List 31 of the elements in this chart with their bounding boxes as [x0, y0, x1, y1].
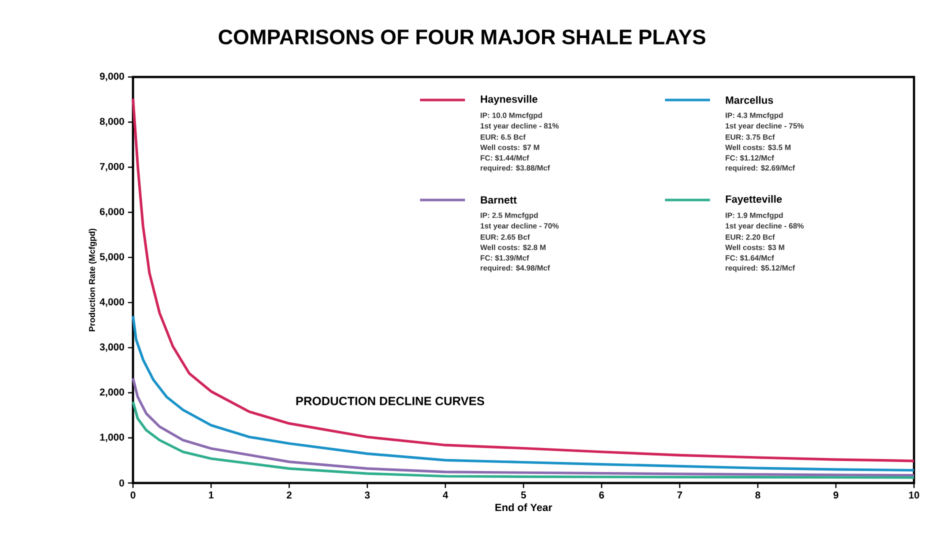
y-tick-label: 2,000	[100, 388, 124, 398]
chart-title: COMPARISONS OF FOUR MAJOR SHALE PLAYS	[218, 30, 706, 44]
y-tick-label: 6,000	[100, 208, 124, 217]
x-tick-label: 2	[286, 492, 292, 498]
line-series	[132, 314, 916, 472]
x-axis-title: End of Year	[495, 503, 552, 512]
y-tick-label: 5,000	[100, 253, 124, 262]
line-series	[132, 97, 916, 462]
y-tick-label: 9,000	[100, 72, 124, 82]
y-tick-label: 1,000	[100, 434, 124, 442]
x-tick-label: 7	[677, 492, 682, 498]
y-tick-label: 0	[119, 479, 124, 487]
x-tick-label: 9	[833, 492, 838, 499]
y-tick-label: 4,000	[100, 298, 124, 307]
x-tick-label: 0	[130, 492, 136, 499]
y-tick-label: 7,000	[100, 162, 124, 172]
x-tick-label: 1	[208, 492, 214, 498]
x-tick-label: 8	[755, 492, 760, 499]
y-tick-label: 8,000	[100, 118, 124, 126]
x-tick-label: 5	[521, 492, 526, 498]
legend-label: Fayetteville	[726, 195, 782, 205]
legend-label: Barnett	[480, 196, 517, 204]
annotation: PRODUCTION DECLINE CURVES	[296, 396, 484, 406]
x-tick-label: 10	[909, 492, 920, 499]
x-tick-label: 4	[442, 492, 448, 498]
x-tick-label: 6	[599, 492, 604, 499]
y-tick-label: 3,000	[100, 343, 124, 352]
y-axis-title: Production Rate (Mcfgpd)	[88, 228, 97, 332]
legend-label: Marcellus	[726, 96, 774, 104]
x-tick-label: 3	[364, 492, 370, 499]
legend-label: Haynesville	[480, 95, 538, 105]
